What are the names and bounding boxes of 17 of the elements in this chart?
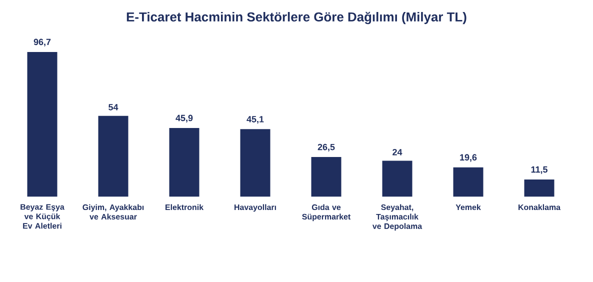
- data-label: 45,1: [246, 116, 264, 124]
- data-label: 19,6: [460, 154, 477, 162]
- bar: [382, 160, 412, 197]
- bar: [240, 129, 270, 197]
- bar: [453, 167, 484, 197]
- bar: [169, 128, 200, 197]
- data-label: 54: [108, 104, 118, 110]
- bar: [27, 52, 58, 197]
- data-label: 26,5: [318, 144, 335, 152]
- bar: [524, 179, 554, 197]
- bar: [98, 116, 128, 197]
- data-label: 24: [392, 148, 402, 156]
- chart-title: E-Ticaret Hacminin Sektörlere Göre Dağılımı (Milyar TL): [126, 12, 466, 24]
- bar: [311, 157, 342, 197]
- data-label: 11,5: [531, 166, 548, 174]
- data-label: 45,9: [176, 114, 193, 122]
- data-label: 96,7: [34, 38, 51, 46]
